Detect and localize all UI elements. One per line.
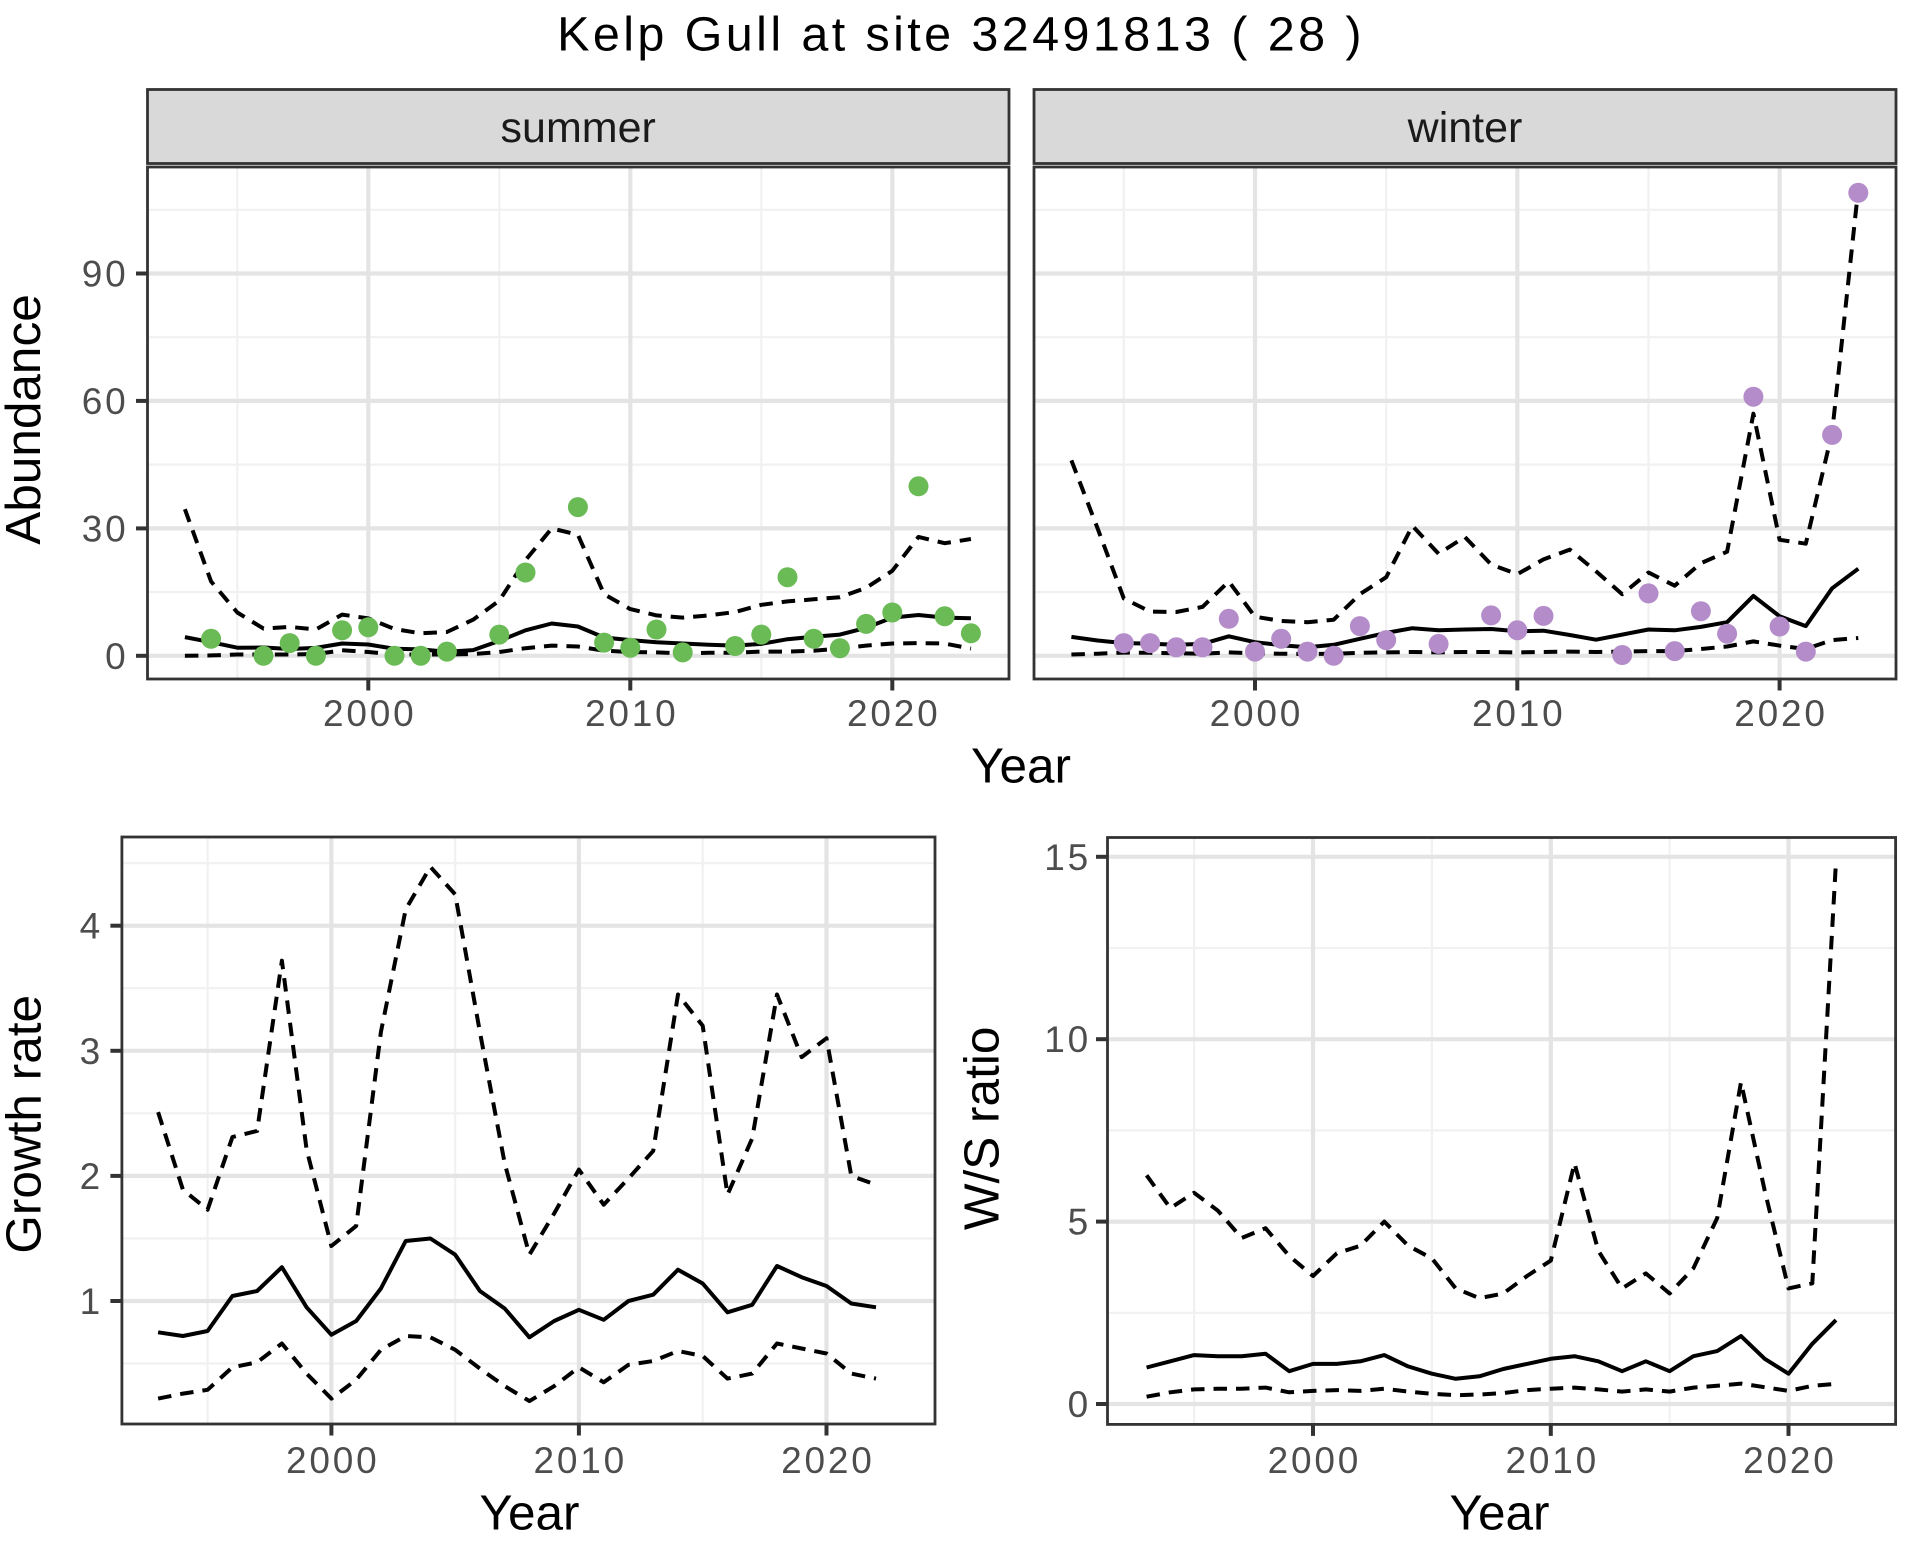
- svg-text:2020: 2020: [781, 1440, 875, 1481]
- svg-text:Year: Year: [1449, 1486, 1549, 1541]
- svg-text:Growth rate: Growth rate: [0, 995, 51, 1254]
- svg-text:60: 60: [82, 381, 129, 422]
- svg-text:Year: Year: [479, 1486, 579, 1541]
- svg-text:summer: summer: [501, 104, 656, 152]
- svg-text:2020: 2020: [847, 693, 941, 734]
- svg-text:winter: winter: [1407, 104, 1523, 152]
- svg-text:2000: 2000: [1210, 693, 1304, 734]
- svg-text:2010: 2010: [1472, 693, 1566, 734]
- svg-text:Abundance: Abundance: [0, 294, 51, 544]
- svg-text:30: 30: [82, 508, 129, 549]
- svg-text:4: 4: [80, 906, 103, 947]
- svg-text:5: 5: [1068, 1202, 1091, 1243]
- svg-text:2000: 2000: [286, 1440, 380, 1481]
- svg-text:10: 10: [1044, 1019, 1091, 1060]
- svg-text:2010: 2010: [534, 1440, 628, 1481]
- svg-text:90: 90: [82, 254, 129, 295]
- svg-text:2020: 2020: [1743, 1440, 1837, 1481]
- svg-text:0: 0: [105, 636, 128, 677]
- svg-text:Kelp Gull at site 32491813 ( 2: Kelp Gull at site 32491813 ( 28 ): [557, 8, 1365, 62]
- svg-text:2000: 2000: [323, 693, 417, 734]
- svg-text:2020: 2020: [1734, 693, 1828, 734]
- svg-text:W/S ratio: W/S ratio: [955, 1027, 1010, 1231]
- svg-text:3: 3: [80, 1031, 103, 1072]
- svg-text:0: 0: [1068, 1384, 1091, 1425]
- svg-text:2010: 2010: [1505, 1440, 1599, 1481]
- svg-text:2: 2: [80, 1156, 103, 1197]
- svg-text:2000: 2000: [1268, 1440, 1362, 1481]
- svg-text:Year: Year: [971, 738, 1071, 793]
- svg-text:1: 1: [80, 1281, 103, 1322]
- svg-text:15: 15: [1044, 837, 1091, 878]
- svg-text:2010: 2010: [585, 693, 679, 734]
